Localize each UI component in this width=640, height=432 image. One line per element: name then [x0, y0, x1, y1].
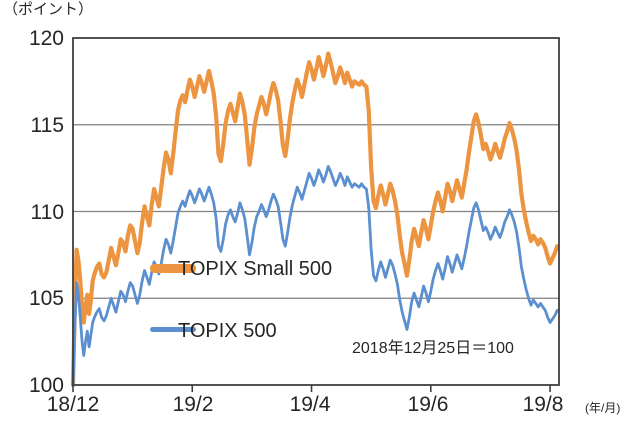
- legend-swatch-topix-500: [150, 327, 196, 332]
- legend-label-topix-small-500: TOPIX Small 500: [178, 258, 333, 280]
- axis-frame: [72, 37, 560, 386]
- y-tick-label-115: 115: [30, 114, 64, 137]
- x-tick-label-196: 19/6: [407, 393, 449, 416]
- x-tick-label-192: 19/2: [172, 393, 214, 416]
- x-axis-ticks: [72, 385, 551, 392]
- legend-label-topix-500: TOPIX 500: [178, 320, 277, 342]
- y-tick-label-100: 100: [28, 374, 64, 397]
- y-tick-label-110: 110: [30, 201, 64, 224]
- x-axis-unit-label: (年/月): [585, 401, 621, 415]
- legend-swatch-topix-small-500: [150, 264, 196, 273]
- x-tick-label-194: 19/4: [289, 393, 331, 416]
- series-lines: [70, 51, 560, 388]
- y-tick-label-105: 105: [28, 287, 64, 310]
- x-tick-label-198: 19/8: [522, 393, 564, 416]
- base-date-note: 2018年12月25日＝100: [352, 340, 514, 357]
- y-axis-unit-label: （ポイント）: [3, 1, 94, 18]
- x-tick-label-1812: 18/12: [46, 393, 100, 416]
- y-tick-label-120: 120: [28, 27, 64, 50]
